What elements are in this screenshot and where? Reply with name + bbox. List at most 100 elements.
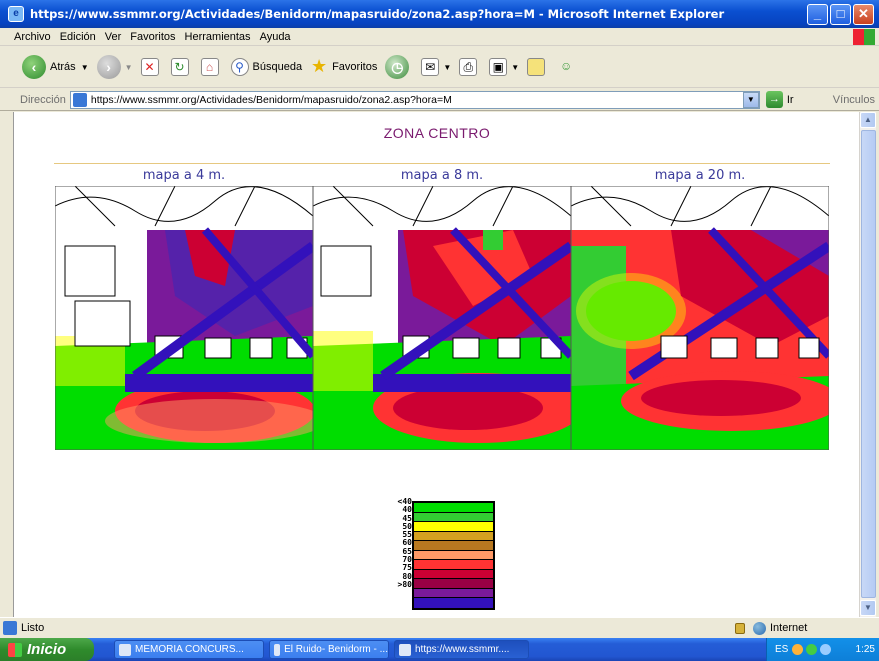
refresh-button[interactable]: ↻ — [170, 58, 193, 76]
scroll-down-icon[interactable]: ▼ — [860, 600, 876, 616]
title-bar[interactable]: e https://www.ssmmr.org/Actividades/Beni… — [0, 0, 879, 28]
links-button[interactable]: Vínculos — [832, 93, 875, 106]
clock: 1:25 — [855, 644, 875, 655]
home-icon: ⌂ — [200, 58, 219, 76]
lock-icon — [735, 622, 745, 634]
status-text: Listo — [21, 622, 45, 634]
map-caption-8m: mapa a 8 m. — [400, 168, 484, 183]
legend-swatch — [414, 569, 493, 579]
tray-icon[interactable] — [806, 644, 818, 655]
back-button[interactable]: ‹ Atrás ▼ — [22, 55, 89, 79]
scroll-up-icon[interactable]: ▲ — [860, 112, 876, 128]
favorites-button[interactable]: ★ Favoritos — [310, 56, 378, 76]
language-indicator[interactable]: ES — [775, 644, 789, 655]
back-dropdown-icon[interactable]: ▼ — [80, 62, 89, 72]
legend-label: 40 — [402, 505, 412, 515]
edit-dropdown-icon[interactable]: ▼ — [511, 62, 520, 72]
forward-dropdown-icon[interactable]: ▼ — [124, 62, 133, 72]
taskbar-item-label: MEMORIA CONCURS... — [135, 644, 244, 655]
home-button[interactable]: ⌂ — [200, 58, 223, 76]
mail-dropdown-icon[interactable]: ▼ — [443, 62, 452, 72]
legend-swatch — [414, 531, 493, 541]
taskbar-item-ruido[interactable]: El Ruido- Benidorm - ... — [269, 640, 389, 659]
windows-logo-icon — [853, 29, 875, 45]
mail-icon: ✉ — [421, 58, 440, 76]
word-icon — [119, 643, 131, 656]
search-icon: ⚲ — [230, 58, 249, 76]
legend-swatches — [412, 501, 495, 610]
legend-label: >80 — [397, 579, 412, 589]
divider — [54, 163, 830, 164]
ie-icon — [274, 643, 281, 656]
print-button[interactable]: ⎙ — [459, 58, 481, 76]
maximize-button[interactable]: □ — [830, 3, 851, 25]
security-zone[interactable]: Internet — [735, 621, 807, 635]
address-dropdown-icon[interactable]: ▼ — [742, 91, 759, 108]
close-button[interactable]: ✕ — [853, 3, 874, 25]
forward-button[interactable]: › ▼ — [96, 55, 133, 79]
stop-icon: ✕ — [140, 58, 159, 76]
page-content: ZONA CENTRO mapa a 4 m. mapa a 8 m. mapa… — [13, 112, 859, 617]
back-arrow-icon: ‹ — [22, 55, 46, 79]
noise-map-20m — [571, 186, 829, 450]
edit-icon: ▣ — [489, 58, 508, 76]
menu-herramientas[interactable]: Herramientas — [184, 30, 251, 43]
noise-map-4m — [55, 186, 313, 450]
globe-icon — [753, 621, 766, 635]
taskbar: Inicio MEMORIA CONCURS... El Ruido- Beni… — [0, 638, 879, 661]
menu-bar: Archivo Edición Ver Favoritos Herramient… — [0, 28, 879, 46]
taskbar-item-label: https://www.ssmmr.... — [415, 644, 510, 655]
ie-icon — [399, 643, 411, 656]
scroll-thumb[interactable] — [861, 130, 876, 598]
legend-swatch — [414, 541, 493, 551]
search-button[interactable]: ⚲ Búsqueda — [230, 58, 302, 76]
legend-label: 65 — [402, 546, 412, 556]
note-icon — [527, 58, 546, 76]
address-bar: Dirección https://www.ssmmr.org/Activida… — [0, 89, 879, 111]
legend-swatch — [414, 550, 493, 560]
legend-swatch — [414, 522, 493, 532]
map-caption-20m: mapa a 20 m. — [654, 168, 746, 183]
mail-button[interactable]: ✉ ▼ — [421, 58, 451, 76]
discuss-button[interactable] — [527, 58, 549, 76]
print-icon: ⎙ — [459, 58, 478, 76]
address-input[interactable]: https://www.ssmmr.org/Actividades/Benido… — [69, 90, 760, 109]
menu-edicion[interactable]: Edición — [59, 30, 96, 43]
history-icon: ◷ — [385, 55, 410, 79]
back-label: Atrás — [50, 61, 76, 73]
taskbar-item-memoria[interactable]: MEMORIA CONCURS... — [114, 640, 264, 659]
page-title: ZONA CENTRO — [383, 125, 491, 141]
window-title: https://www.ssmmr.org/Actividades/Benido… — [30, 7, 725, 21]
start-button[interactable]: Inicio — [0, 638, 94, 661]
go-arrow-icon[interactable]: → — [765, 91, 783, 108]
taskbar-item-label: El Ruido- Benidorm - ... — [284, 644, 388, 655]
legend-label: 55 — [402, 530, 412, 540]
legend-swatch — [414, 598, 493, 608]
address-url: https://www.ssmmr.org/Actividades/Benido… — [90, 93, 452, 106]
legend-swatch — [414, 503, 493, 513]
tray-icon[interactable] — [792, 644, 804, 655]
legend-label: 45 — [402, 513, 412, 523]
menu-archivo[interactable]: Archivo — [14, 30, 51, 43]
menu-favoritos[interactable]: Favoritos — [130, 30, 176, 43]
toolbar: ‹ Atrás ▼ › ▼ ✕ ↻ ⌂ ⚲ Búsqueda ★ Favorit… — [0, 47, 879, 88]
menu-ayuda[interactable]: Ayuda — [259, 30, 291, 43]
taskbar-item-ssmmr[interactable]: https://www.ssmmr.... — [394, 640, 529, 659]
tray-icons — [792, 644, 855, 655]
messenger-button[interactable]: ☺ — [557, 58, 579, 76]
system-tray: ES 1:25 — [766, 638, 879, 661]
legend-label: <40 — [397, 497, 412, 506]
legend-label: 80 — [402, 571, 412, 581]
favorites-label: Favoritos — [332, 61, 378, 73]
network-icon[interactable] — [820, 644, 832, 655]
menu-ver[interactable]: Ver — [104, 30, 122, 43]
history-button[interactable]: ◷ — [385, 55, 413, 79]
star-icon: ★ — [311, 56, 328, 76]
legend-swatch — [414, 512, 493, 522]
legend-swatch — [414, 579, 493, 589]
stop-button[interactable]: ✕ — [140, 58, 163, 76]
minimize-button[interactable]: _ — [807, 3, 828, 25]
go-button[interactable]: Ir — [786, 93, 794, 106]
edit-button[interactable]: ▣ ▼ — [489, 58, 519, 76]
vertical-scrollbar[interactable]: ▲ ▼ — [859, 112, 876, 617]
